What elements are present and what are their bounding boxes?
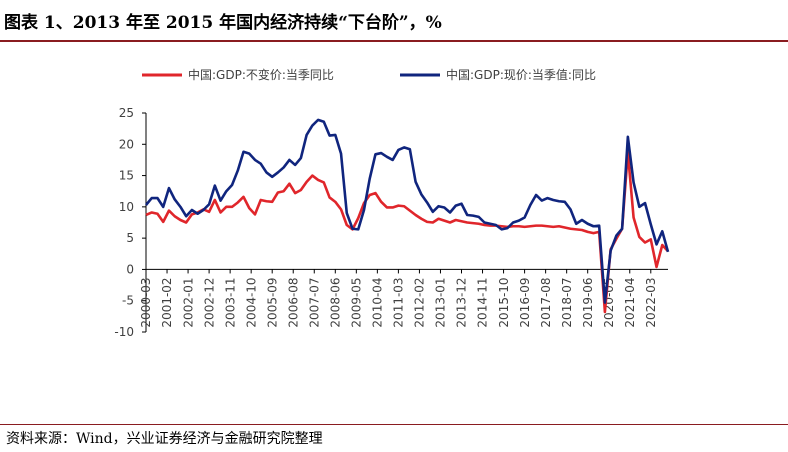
x-tick-label: 2013-12 bbox=[455, 277, 469, 327]
x-tick-label: 2006-08 bbox=[286, 277, 300, 327]
series-line-2 bbox=[145, 118, 670, 304]
x-tick-label: 2013-01 bbox=[434, 277, 448, 327]
y-tick-label: -10 bbox=[114, 325, 134, 339]
legend-label-series-2: 中国:GDP:现价:当季值:同比 bbox=[446, 67, 596, 82]
legend: 中国:GDP:不变价:当季同比 中国:GDP:现价:当季值:同比 bbox=[142, 67, 596, 82]
y-tick-label: 10 bbox=[119, 200, 134, 214]
x-tick-label: 2019-06 bbox=[581, 277, 595, 327]
x-tick-label: 2002-12 bbox=[202, 277, 216, 327]
x-tick-label: 2007-07 bbox=[307, 277, 321, 327]
x-tick-label: 2021-04 bbox=[623, 277, 637, 327]
y-tick-label: 15 bbox=[119, 169, 134, 183]
source-note: 资料来源：Wind，兴业证券经济与金融研究院整理 bbox=[6, 431, 323, 447]
axes: 25 20 15 10 5 0 -5 -10 2000-03 2001-02 2002-01 2002… bbox=[114, 106, 668, 339]
legend-label-series-1: 中国:GDP:不变价:当季同比 bbox=[188, 67, 334, 82]
x-tick-label: 2015-10 bbox=[497, 277, 511, 327]
x-tick-label: 2011-03 bbox=[392, 277, 406, 327]
x-tick-label: 2000-03 bbox=[139, 277, 153, 327]
y-tick-label: 0 bbox=[126, 262, 134, 276]
x-tick-label: 2005-09 bbox=[265, 277, 279, 327]
x-tick-label: 2017-08 bbox=[539, 277, 553, 327]
x-tick-label: 2003-11 bbox=[223, 277, 237, 327]
title-divider bbox=[0, 40, 788, 42]
series-layer bbox=[145, 118, 670, 314]
series-line-1 bbox=[145, 151, 669, 314]
x-tick-label: 2010-04 bbox=[371, 277, 385, 327]
y-tick-label: 20 bbox=[119, 137, 134, 151]
y-tick-label: 5 bbox=[126, 231, 134, 245]
footer-divider bbox=[0, 424, 788, 425]
x-tick-label: 2018-07 bbox=[560, 277, 574, 327]
x-tick-label: 2012-02 bbox=[413, 277, 427, 327]
y-tick-label: -5 bbox=[122, 294, 134, 308]
chart-title: 图表 1、2013 年至 2015 年国内经济持续“下台阶”，% bbox=[4, 13, 442, 33]
x-tick-label: 2009-05 bbox=[350, 277, 364, 327]
x-tick-label: 2001-02 bbox=[160, 277, 174, 327]
x-tick-label: 2016-09 bbox=[518, 277, 532, 327]
x-tick-label: 2014-11 bbox=[476, 277, 490, 327]
x-tick-label: 2008-06 bbox=[328, 277, 342, 327]
y-tick-label: 25 bbox=[119, 106, 134, 120]
x-tick-label: 2004-10 bbox=[244, 277, 258, 327]
x-tick-label: 2022-03 bbox=[644, 277, 658, 327]
x-tick-label: 2002-01 bbox=[181, 277, 195, 327]
line-chart: 中国:GDP:不变价:当季同比 中国:GDP:现价:当季值:同比 25 20 15 1… bbox=[114, 67, 670, 339]
